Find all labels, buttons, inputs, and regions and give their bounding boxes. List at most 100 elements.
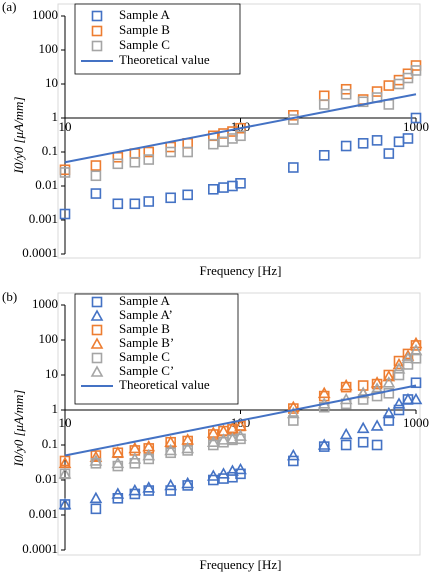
point bbox=[143, 154, 155, 165]
point bbox=[356, 421, 370, 434]
legend-label: Sample C bbox=[119, 37, 170, 52]
point bbox=[393, 404, 405, 416]
point bbox=[402, 72, 414, 84]
point bbox=[142, 481, 156, 493]
legend-marker bbox=[91, 296, 103, 308]
point bbox=[164, 478, 178, 491]
legend-label: Theoretical value bbox=[119, 52, 210, 67]
point bbox=[409, 392, 423, 405]
y-axis-label: I0/y0 [μA/mm] bbox=[11, 97, 26, 175]
point bbox=[182, 146, 193, 158]
point bbox=[357, 394, 369, 405]
x-axis-label: Frequency [Hz] bbox=[200, 557, 282, 572]
legend-label: Sample C bbox=[119, 349, 170, 364]
point bbox=[339, 427, 353, 440]
y-tick-label: 0.0001 bbox=[22, 245, 58, 260]
point bbox=[208, 429, 219, 440]
point bbox=[165, 146, 176, 158]
point bbox=[410, 377, 422, 389]
point bbox=[59, 455, 71, 467]
legend-marker bbox=[90, 337, 104, 349]
y-tick-label: 0.01 bbox=[35, 471, 58, 486]
point bbox=[58, 497, 72, 510]
point bbox=[382, 369, 396, 382]
point bbox=[286, 406, 300, 419]
point bbox=[382, 376, 396, 388]
x-tick-label: 1000 bbox=[403, 119, 429, 134]
point bbox=[409, 336, 423, 349]
panel-label: (b) bbox=[2, 289, 17, 304]
point bbox=[112, 158, 124, 170]
point bbox=[357, 94, 369, 105]
point bbox=[383, 415, 395, 426]
y-tick-label: 1 bbox=[52, 109, 59, 124]
point bbox=[235, 178, 246, 189]
point bbox=[217, 467, 230, 479]
point bbox=[165, 192, 176, 204]
point bbox=[317, 386, 331, 399]
legend-label: Sample B bbox=[119, 22, 170, 37]
point bbox=[227, 133, 238, 144]
point bbox=[401, 392, 415, 405]
point bbox=[382, 406, 396, 419]
point bbox=[111, 487, 125, 499]
point bbox=[206, 435, 220, 448]
point bbox=[340, 140, 352, 152]
point bbox=[111, 456, 125, 469]
point bbox=[393, 369, 405, 381]
point bbox=[371, 378, 383, 390]
point bbox=[128, 441, 142, 454]
point bbox=[393, 78, 405, 90]
point bbox=[129, 156, 141, 168]
legend-marker bbox=[91, 324, 103, 336]
point bbox=[371, 135, 383, 146]
point bbox=[89, 491, 103, 504]
point bbox=[206, 469, 220, 481]
point bbox=[410, 65, 422, 76]
point bbox=[410, 112, 422, 124]
legend-marker bbox=[91, 25, 103, 37]
point bbox=[128, 452, 142, 464]
point bbox=[58, 467, 72, 479]
point bbox=[89, 450, 103, 462]
point bbox=[383, 80, 395, 91]
point bbox=[112, 198, 124, 210]
point bbox=[112, 151, 124, 163]
point bbox=[90, 160, 102, 171]
legend-marker bbox=[91, 40, 103, 52]
point bbox=[318, 90, 330, 102]
point bbox=[288, 415, 299, 426]
point bbox=[317, 438, 331, 450]
point bbox=[286, 400, 300, 413]
point bbox=[143, 146, 155, 158]
y-axis-label: I0/y0 [μA/mm] bbox=[11, 390, 26, 468]
legend-label: Sample A bbox=[119, 293, 171, 308]
y-tick-label: 10 bbox=[45, 75, 58, 90]
legend-label: Sample A bbox=[119, 7, 171, 22]
point bbox=[286, 448, 300, 461]
point bbox=[392, 397, 406, 409]
point bbox=[401, 351, 415, 364]
point bbox=[371, 390, 383, 402]
y-tick-label: 1 bbox=[52, 401, 59, 416]
theory-line bbox=[64, 384, 417, 457]
y-tick-label: 0.1 bbox=[42, 436, 58, 451]
point bbox=[318, 149, 330, 161]
x-tick-label: 1000 bbox=[403, 415, 429, 430]
point bbox=[182, 138, 193, 149]
legend-label: Sample B bbox=[119, 321, 170, 336]
y-tick-label: 100 bbox=[39, 331, 59, 346]
point bbox=[371, 439, 383, 451]
point bbox=[383, 388, 395, 399]
legend-label: Sample A’ bbox=[119, 307, 173, 322]
point bbox=[226, 432, 239, 444]
point bbox=[208, 138, 219, 150]
legend-marker bbox=[91, 352, 103, 364]
point bbox=[164, 443, 178, 456]
legend-box bbox=[74, 3, 241, 75]
point bbox=[383, 148, 395, 159]
point bbox=[129, 148, 141, 159]
point bbox=[59, 208, 71, 220]
y-tick-label: 0.1 bbox=[42, 143, 58, 158]
